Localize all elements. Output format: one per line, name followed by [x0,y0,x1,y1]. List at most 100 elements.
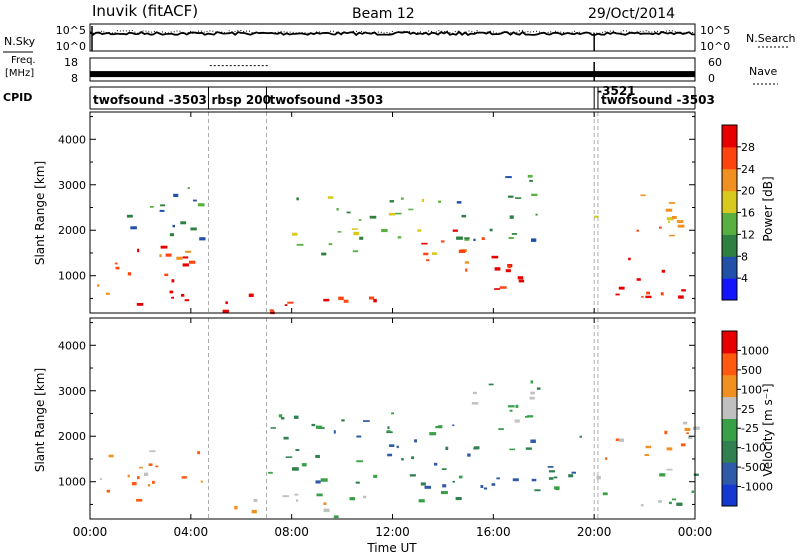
velocity-echo-cell [285,456,293,458]
power-echo-cell [464,237,470,240]
velocity-echo-cell [498,428,504,430]
power-echo-cell [287,301,294,304]
velocity-colorbar-swatch-5 [722,396,737,419]
velocity-echo-cell [323,508,330,513]
power-colorbar-swatch-8 [722,125,737,148]
velocity-ylabel: Slant Range [km] [33,368,47,472]
power-colorbar-tick-label-6: 24 [741,163,755,176]
power-echo-cell [641,296,644,298]
power-colorbar-tick-label-2: 8 [741,250,748,263]
x-tick-label-4: 12:00 [375,525,410,539]
velocity-echo-cell [531,478,537,482]
power-echo-cell [628,257,631,261]
velocity-echo-cell [691,490,694,493]
velocity-echo-cell [387,426,390,429]
power-echo-cell [615,293,620,296]
power-echo-cell [292,232,298,236]
velocity-echo-cell [386,430,391,433]
freq-right-tick-bottom: 0 [708,72,715,85]
power-echo-cell [507,195,514,198]
power-echo-cell [321,252,327,256]
velocity-echo-cell [294,415,299,419]
power-echo-cell [401,197,404,200]
velocity-echo-cell [418,499,425,503]
power-echo-cell [327,196,334,199]
power-echo-cell [668,202,676,204]
velocity-echo-cell [515,404,519,408]
power-colorbar-swatch-2 [722,256,737,279]
velocity-echo-cell [496,477,500,480]
power-echo-cell [351,228,358,230]
power-echo-cell [159,254,162,258]
velocity-ytick-label-1: 1000 [58,476,86,489]
velocity-echo-cell [363,420,370,422]
velocity-echo-cell [676,502,683,506]
velocity-echo-cell [507,405,515,408]
power-echo-cell [127,272,132,276]
x-axis-label: Time UT [366,541,417,554]
velocity-echo-cell [686,432,689,434]
velocity-echo-cell [136,499,143,502]
power-echo-cell [180,221,187,225]
velocity-echo-cell [467,453,471,457]
velocity-echo-cell [197,451,201,455]
velocity-echo-cell [473,391,477,395]
noise-left-tick-top: 10^5 [56,24,86,37]
velocity-echo-cell [640,504,644,507]
power-echo-cell [248,293,254,297]
velocity-colorbar-label: Velocity [m s⁻¹] [761,383,775,476]
velocity-echo-cell [301,463,307,467]
velocity-echo-cell [553,476,558,479]
power-echo-cell [452,229,458,232]
velocity-echo-cell [680,443,686,447]
velocity-echo-cell [445,446,449,450]
power-echo-cell [421,198,425,202]
velocity-echo-cell [181,476,187,479]
power-echo-cell [417,229,422,232]
power-echo-cell [115,266,120,270]
velocity-echo-cell [356,435,362,438]
power-echo-cell [284,304,288,306]
cpid-segment-label-4: -3521 [597,84,635,98]
velocity-echo-cell [149,450,156,453]
velocity-echo-cell [525,415,529,418]
velocity-colorbar-tick-label-3: 100 [741,383,762,396]
velocity-echo-cell [341,419,345,422]
power-echo-cell [646,291,650,295]
velocity-echo-cell [401,458,404,461]
velocity-echo-cell [548,477,554,480]
velocity-echo-cell [693,473,699,476]
power-echo-cell [456,236,463,240]
power-echo-cell [160,245,168,249]
power-echo-cell [369,215,377,219]
power-echo-cell [169,290,174,294]
power-echo-cell [491,255,499,259]
velocity-echo-cell [512,478,519,482]
power-echo-cell [130,226,137,230]
power-echo-cell [505,269,511,273]
power-echo-cell [618,286,625,290]
velocity-echo-cell [666,468,673,471]
power-echo-cell [636,278,641,281]
velocity-echo-cell [296,499,299,502]
velocity-echo-cell [278,414,283,418]
power-echo-cell [517,276,524,280]
velocity-echo-cell [687,435,693,439]
velocity-echo-cell [108,454,114,458]
x-tick-label-2: 04:00 [174,525,209,539]
velocity-echo-cell [386,431,393,434]
power-ytick-label-4: 4000 [58,133,86,146]
power-echo-cell [505,176,512,179]
velocity-echo-cell [615,438,622,441]
noise-right-tick-top: 10^5 [700,24,730,37]
velocity-echo-cell [658,500,662,503]
power-echo-cell [511,233,518,235]
power-echo-cell [681,289,686,292]
power-ytick-label-3: 3000 [58,179,86,192]
velocity-echo-cell [349,497,355,501]
noise-panel-frame [89,23,696,52]
power-echo-cell [666,217,674,221]
power-echo-cell [296,243,304,246]
noise-series-1 [89,30,696,37]
velocity-echo-cell [283,436,289,440]
